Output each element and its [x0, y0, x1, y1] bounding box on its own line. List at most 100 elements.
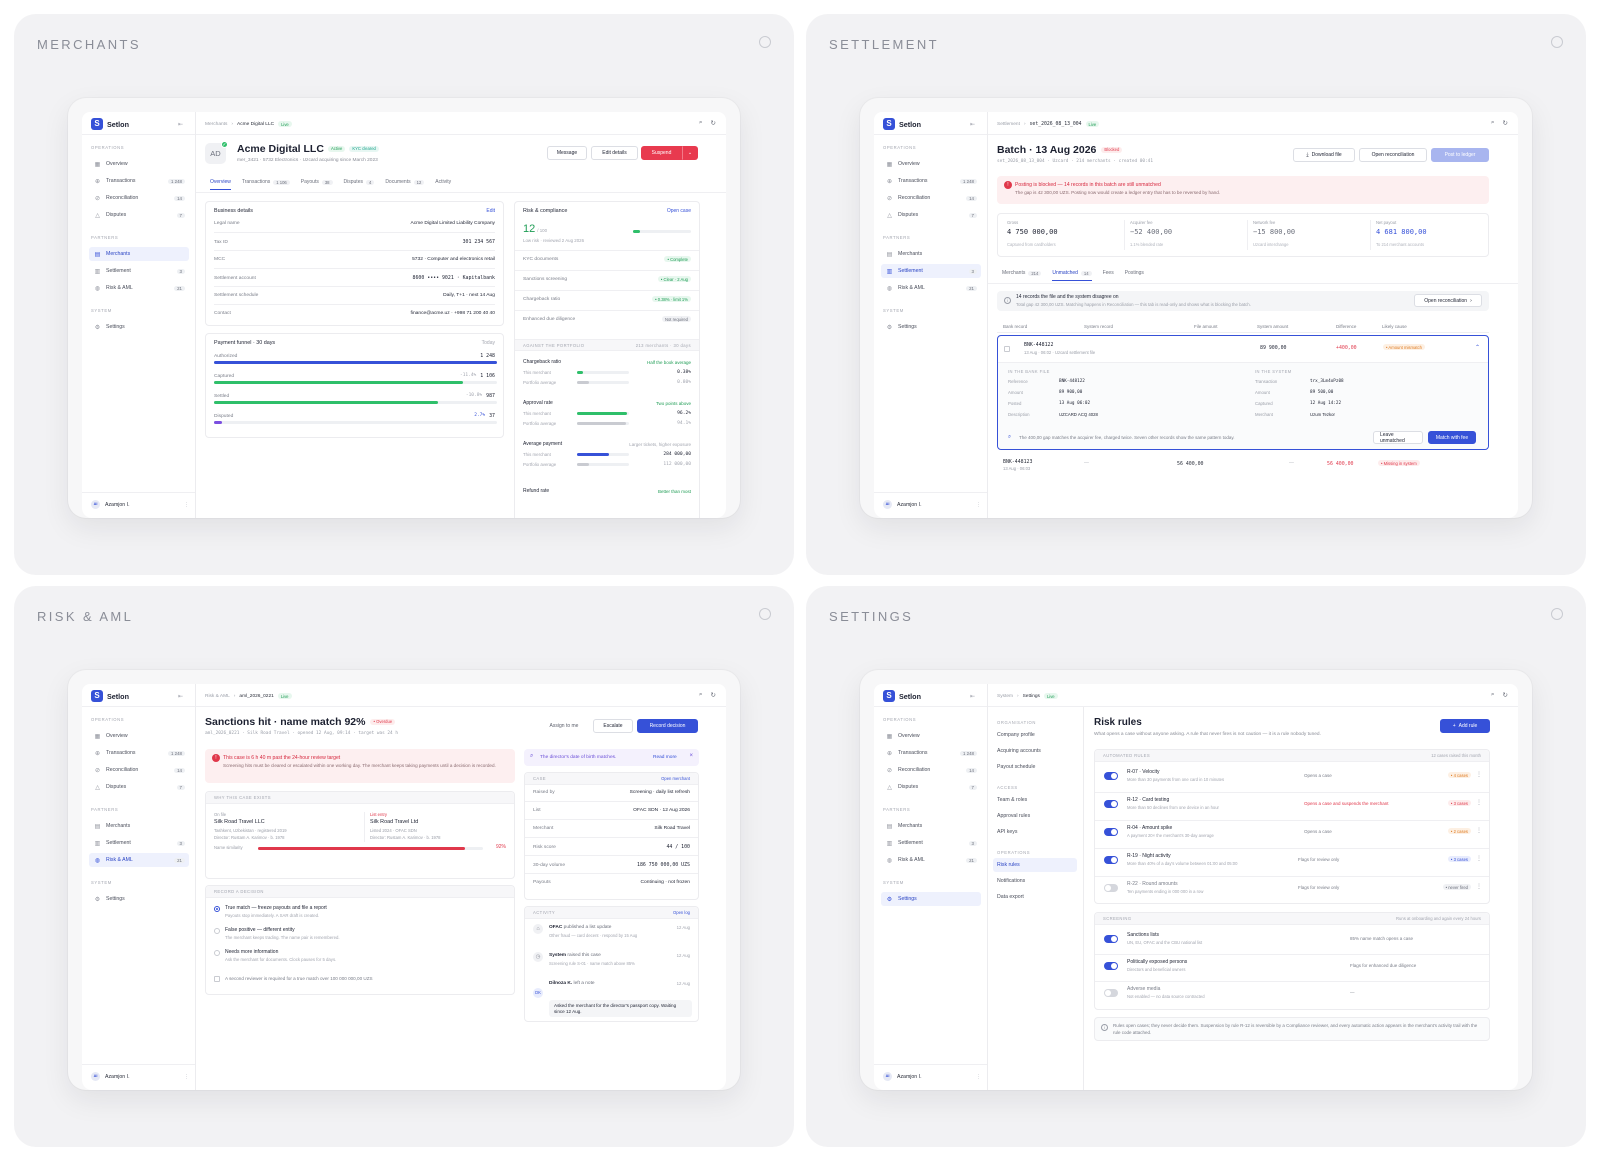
chevron-up-icon[interactable]: ⌃: [1474, 345, 1480, 351]
sidebar-item-merchants[interactable]: ▤ Merchants: [89, 819, 189, 833]
settings-nav-payout-schedule[interactable]: Payout schedule: [997, 764, 1036, 770]
sidebar-item-transactions[interactable]: ⊕ Transactions 1 248: [881, 746, 981, 760]
rule-toggle[interactable]: [1104, 884, 1118, 892]
more-icon[interactable]: ⋮: [975, 1073, 981, 1080]
sidebar-item-settings[interactable]: ⚙ Settings: [89, 892, 189, 906]
expanded-row[interactable]: BNK-448122 13 Aug · 06:02 · Uzcard settl…: [997, 335, 1489, 450]
tab-postings[interactable]: Postings: [1125, 270, 1144, 281]
collapse-sidebar-icon[interactable]: ⇤: [178, 694, 184, 700]
search-icon[interactable]: ⌕: [1490, 691, 1495, 698]
tab-unmatched[interactable]: Unmatched 14: [1052, 270, 1092, 281]
post-to-ledger-button[interactable]: Post to ledger: [1431, 148, 1489, 162]
breadcrumb-parent[interactable]: Merchants: [205, 121, 228, 127]
open-reconciliation-inline-button[interactable]: Open reconciliation ›: [1414, 294, 1482, 307]
tab-disputes[interactable]: Disputes 4: [344, 179, 375, 190]
sidebar-item-transactions[interactable]: ⊕ Transactions 1 248: [89, 746, 189, 760]
sidebar-item-overview[interactable]: ▦ Overview: [881, 729, 981, 743]
open-merchant-link[interactable]: Open merchant: [661, 776, 690, 781]
leave-unmatched-button[interactable]: Leave unmatched: [1373, 431, 1423, 444]
refresh-icon[interactable]: ↻: [1502, 692, 1508, 699]
column-header[interactable]: Likely cause: [1382, 324, 1407, 329]
sidebar-item-risk[interactable]: ◍ Risk & AML 21: [89, 853, 189, 867]
sidebar-item-settlement[interactable]: ▥ Settlement 3: [881, 836, 981, 850]
sidebar-item-transactions[interactable]: ⊕ Transactions 1 248: [89, 174, 189, 188]
column-header[interactable]: Difference: [1336, 324, 1357, 329]
record-decision-button[interactable]: Record decision: [637, 719, 698, 733]
logo[interactable]: S Setlon: [91, 690, 129, 702]
open-case-link[interactable]: Open case: [666, 208, 691, 214]
sidebar-item-disputes[interactable]: △ Disputes 7: [881, 780, 981, 794]
more-icon[interactable]: ⋮: [1476, 828, 1482, 834]
sidebar-item-overview[interactable]: ▦ Overview: [89, 157, 189, 171]
logo[interactable]: S Setlon: [883, 118, 921, 130]
settings-nav-api-keys[interactable]: API keys: [997, 829, 1018, 835]
sidebar-item-disputes[interactable]: △ Disputes 7: [881, 208, 981, 222]
screening-toggle[interactable]: [1104, 989, 1118, 997]
settings-nav-notifications[interactable]: Notifications: [997, 878, 1026, 884]
more-icon[interactable]: ⋮: [975, 501, 981, 508]
more-icon[interactable]: ⋮: [1476, 856, 1482, 862]
sidebar-item-settings[interactable]: ⚙ Settings: [881, 892, 981, 906]
more-icon[interactable]: ⋮: [183, 1073, 189, 1080]
rule-toggle[interactable]: [1104, 772, 1118, 780]
search-icon[interactable]: ⌕: [1490, 119, 1495, 126]
tab-documents[interactable]: Documents 12: [385, 179, 425, 190]
sidebar-item-merchants[interactable]: ▤ Merchants: [89, 247, 189, 261]
sidebar-item-settlement[interactable]: ▥ Settlement 3: [881, 264, 981, 278]
refresh-icon[interactable]: ↻: [710, 692, 716, 699]
tab-activity[interactable]: Activity: [435, 179, 451, 190]
row-checkbox[interactable]: [1004, 346, 1010, 352]
settings-nav-data-export[interactable]: Data export: [997, 894, 1024, 900]
table-row[interactable]: BNK-448123 13 Aug · 06:03 — 56 400,00 — …: [997, 455, 1489, 477]
screening-toggle[interactable]: [1104, 962, 1118, 970]
read-more-link[interactable]: Read more: [653, 754, 677, 760]
more-icon[interactable]: ⋮: [1476, 800, 1482, 806]
suspend-button[interactable]: Suspend: [641, 146, 682, 160]
settings-nav-risk-rules[interactable]: Risk rules: [993, 858, 1077, 872]
refresh-icon[interactable]: ↻: [710, 120, 716, 127]
period-label[interactable]: Today: [481, 340, 495, 346]
sidebar-item-transactions[interactable]: ⊕ Transactions 1 248: [881, 174, 981, 188]
collapse-sidebar-icon[interactable]: ⇤: [970, 694, 976, 700]
user-menu[interactable]: AI Azamjon I. ⋮: [883, 1072, 981, 1081]
breadcrumb-parent[interactable]: System: [997, 693, 1013, 699]
assign-to-me-button[interactable]: Assign to me: [541, 719, 587, 733]
column-header[interactable]: System record: [1084, 324, 1114, 329]
decision-radio[interactable]: [214, 950, 220, 956]
sidebar-item-merchants[interactable]: ▤ Merchants: [881, 247, 981, 261]
user-menu[interactable]: AI Azamjon I. ⋮: [883, 500, 981, 509]
sidebar-item-risk[interactable]: ◍ Risk & AML 21: [89, 281, 189, 295]
more-icon[interactable]: ⋮: [1476, 772, 1482, 778]
tab-overview[interactable]: Overview: [210, 179, 231, 190]
user-menu[interactable]: AI Azamjon I. ⋮: [91, 500, 189, 509]
tab-merchants[interactable]: Merchants 214: [1002, 270, 1042, 281]
search-icon[interactable]: ⌕: [698, 691, 703, 698]
collapse-sidebar-icon[interactable]: ⇤: [970, 122, 976, 128]
logo[interactable]: S Setlon: [883, 690, 921, 702]
add-rule-button[interactable]: + Add rule: [1440, 719, 1490, 733]
tab-transactions[interactable]: Transactions 1 106: [242, 179, 290, 190]
logo[interactable]: S Setlon: [91, 118, 129, 130]
sidebar-item-settings[interactable]: ⚙ Settings: [881, 320, 981, 334]
column-header[interactable]: System amount: [1257, 324, 1289, 329]
more-icon[interactable]: ⋮: [1476, 884, 1482, 890]
sidebar-item-overview[interactable]: ▦ Overview: [881, 157, 981, 171]
rule-toggle[interactable]: [1104, 800, 1118, 808]
search-icon[interactable]: ⌕: [698, 119, 703, 126]
tab-fees[interactable]: Fees: [1103, 270, 1114, 281]
collapse-sidebar-icon[interactable]: ⇤: [178, 122, 184, 128]
sidebar-item-risk[interactable]: ◍ Risk & AML 21: [881, 281, 981, 295]
user-menu[interactable]: AI Azamjon I. ⋮: [91, 1072, 189, 1081]
screening-toggle[interactable]: [1104, 935, 1118, 943]
breadcrumb-parent[interactable]: Settlement: [997, 121, 1020, 127]
edit-link[interactable]: Edit: [486, 208, 495, 214]
settings-nav-approval-rules[interactable]: Approval rules: [997, 813, 1031, 819]
settings-nav-company-profile[interactable]: Company profile: [997, 732, 1035, 738]
edit-details-button[interactable]: Edit details: [591, 146, 638, 160]
sidebar-item-disputes[interactable]: △ Disputes 7: [89, 208, 189, 222]
sidebar-item-reconciliation[interactable]: ⊘ Reconciliation 14: [89, 191, 189, 205]
match-with-fee-button[interactable]: Match with fee: [1428, 431, 1476, 444]
rule-toggle[interactable]: [1104, 828, 1118, 836]
close-icon[interactable]: ×: [689, 752, 693, 759]
column-header[interactable]: Bank record: [1003, 324, 1028, 329]
